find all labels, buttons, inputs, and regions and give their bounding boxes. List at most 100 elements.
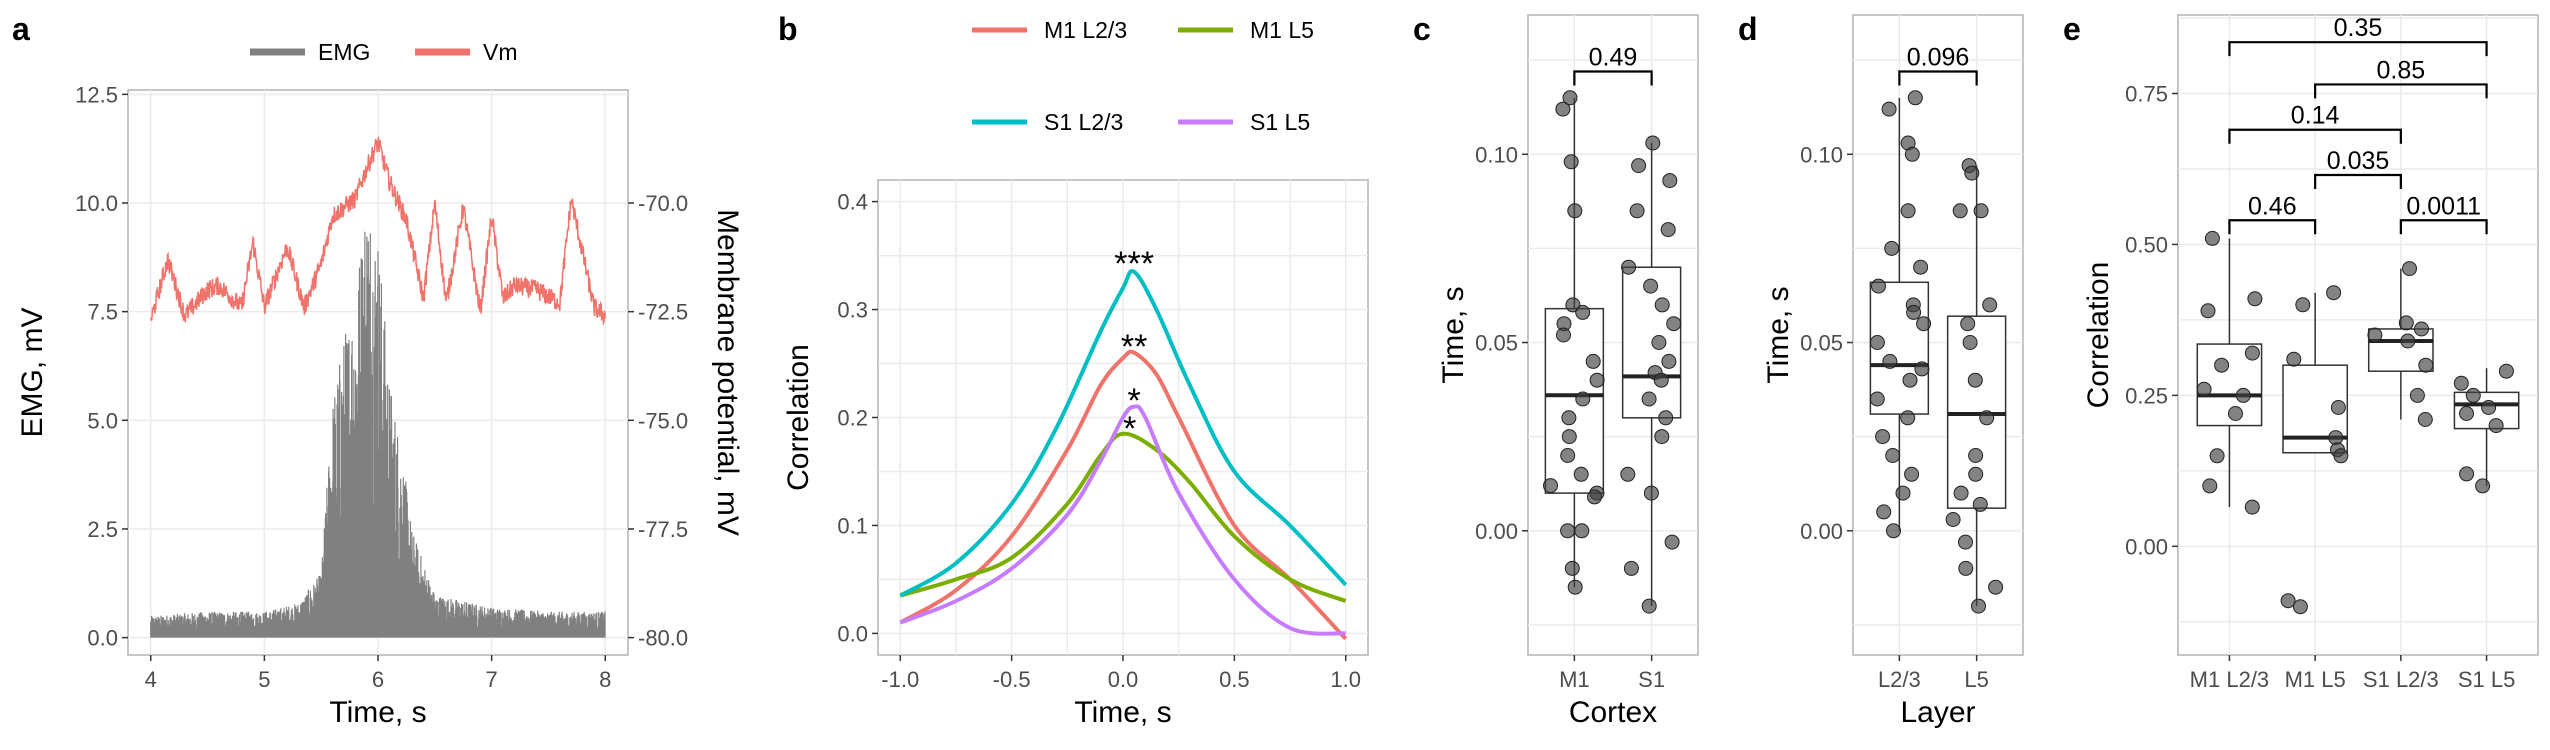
x-tick-label: 5 [258,667,270,692]
series-m1-l5 [899,431,1347,603]
x-axis-title: Time, s [1074,696,1171,729]
data-point [2196,381,2212,397]
data-point [1643,485,1659,501]
data-point [1562,90,1578,106]
x-tick-label: -0.5 [993,667,1031,692]
p-value-label: 0.035 [2327,147,2390,175]
data-point [1587,489,1602,505]
data-point [2295,297,2311,313]
data-point [1629,203,1645,219]
x-tick-label: -1.0 [881,667,919,692]
data-point [1869,391,1885,407]
data-point [1958,534,1973,550]
y-axis-title: Correlation [782,344,815,491]
data-point [1621,259,1637,275]
data-point [1589,372,1605,388]
data-point [2418,357,2434,373]
data-point [1555,101,1571,117]
data-point [1875,429,1891,445]
x-tick-label: 7 [486,667,498,692]
data-point [1567,579,1583,595]
legend-label: S1 L5 [1250,109,1310,135]
x-tick-label: S1 L5 [2458,667,2516,692]
data-point [2488,418,2504,434]
data-point [2330,400,2346,415]
data-point [1979,410,1995,426]
data-point [1988,579,2004,595]
data-point [1945,512,1961,527]
data-point [2286,351,2302,367]
significance-annotation: * [1128,382,1141,420]
x-axis-title: Time, s [329,696,426,729]
x-tick-label: S1 [1638,667,1665,692]
data-point [1574,523,1590,539]
data-point [1958,560,1974,576]
significance-bracket [1898,70,1978,86]
y-tick-label: 10.0 [75,191,118,216]
panel-label-a: a [12,11,30,47]
panel-label-b: b [778,11,798,47]
panel-label-d: d [1738,11,1758,47]
significance-bracket [2228,41,2488,57]
data-point [2498,363,2514,379]
data-point [2280,593,2296,609]
y-tick-label: 0.05 [1475,331,1518,356]
data-point [2465,387,2481,403]
data-point [1907,90,1923,106]
panel-c-cortex-boxplot: 0.49 0.00 0.05 0.10 M1 S1 Time, s Cortex [1437,14,1699,729]
data-point [1871,278,1886,294]
data-point [1645,135,1661,151]
panel-label-c: c [1413,11,1431,47]
data-point [1869,335,1885,350]
data-point [1973,203,1989,219]
y2-tick-label: -70.0 [638,191,688,216]
y-tick-label: 12.5 [75,82,118,107]
data-point [2400,333,2416,349]
x-tick-label: 4 [145,667,157,692]
data-point [1643,278,1659,294]
data-point [2202,478,2218,494]
series-vm [149,136,607,326]
data-point [1960,316,1976,332]
y-axis-title: Time, s [1437,286,1470,383]
data-point [1952,203,1968,219]
y-axis-title: Time, s [1762,286,1795,383]
y-tick-label: 0.25 [2125,383,2168,408]
y-tick-label: 0.0 [87,626,118,651]
panel-b-correlation-chart: *******0.00.10.20.30.4-1.0 -0.5 0.0 0.5 1.0C… [782,17,1369,729]
data-point [2247,291,2263,307]
data-point [1543,478,1558,494]
panel-a-emg-vm-chart: 0.0 2.5 5.0 7.5 10.0 12.5 4 5 6 7 8 -80.0 -77.5 -75.0… [16,39,744,729]
data-point [1967,372,1983,388]
p-value-label: 0.0011 [2406,192,2481,220]
data-point [1886,523,1901,539]
data-point [1561,429,1577,445]
data-point [1982,297,1998,313]
legend-label: S1 L2/3 [1044,109,1123,135]
p-value-label: 0.85 [2377,56,2426,84]
legend-label-emg: EMG [318,39,370,65]
data-point [1567,203,1583,219]
data-point [2326,285,2342,301]
data-point [1654,429,1670,445]
data-point [2417,412,2433,427]
panel-d-layer-boxplot: 0.096 0.00 0.05 0.10 L2/3 L5 Time, s Layer [1762,14,2024,729]
data-point [1916,316,1932,332]
data-point [1661,353,1677,369]
x-tick-label: M1 [1559,667,1590,692]
data-point [2214,357,2230,373]
data-point [1968,448,1984,463]
box [1544,307,1605,494]
data-point [1885,448,1901,463]
data-point [2398,315,2414,331]
y2-tick-label: -77.5 [638,517,688,542]
x-tick-label: 1.0 [1330,667,1361,692]
data-point [1620,466,1636,482]
plot-frame [2177,14,2539,656]
significance-bracket [2399,219,2488,235]
data-point [1660,222,1676,238]
x-tick-label: M1 L5 [2285,667,2346,692]
data-point [1653,372,1669,388]
series-s1-l5 [899,404,1346,636]
data-point [1971,598,1986,614]
